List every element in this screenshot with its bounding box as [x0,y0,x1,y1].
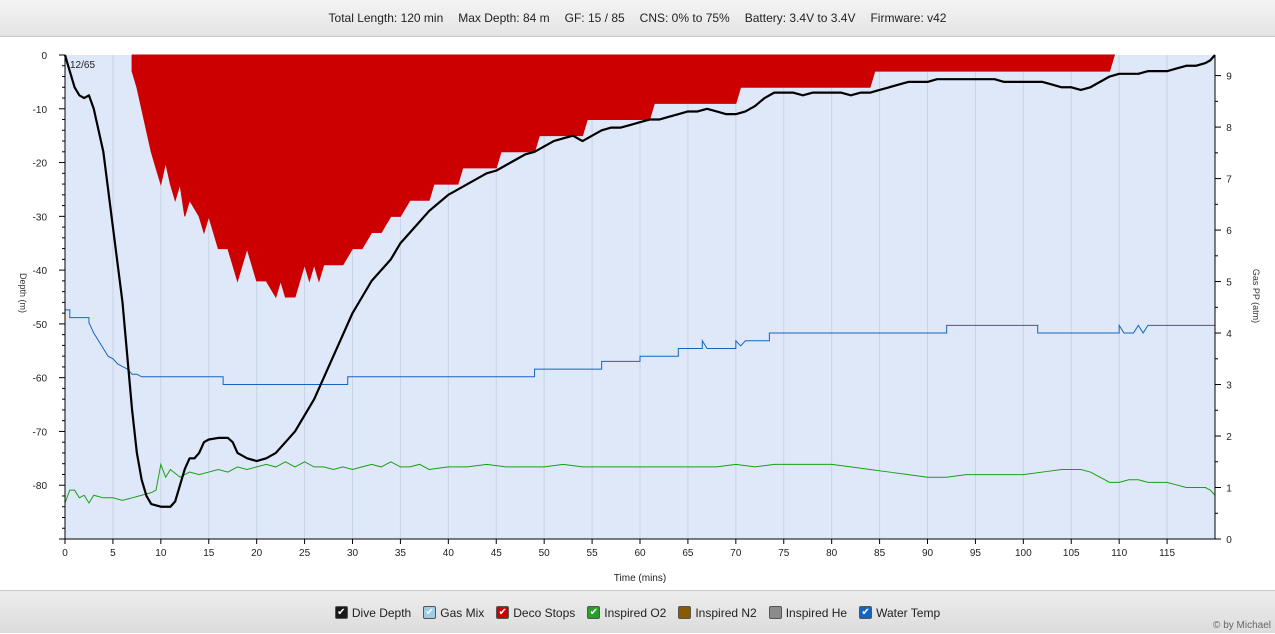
legend-item-gas-mix[interactable]: ✔ Gas Mix [423,606,484,620]
legend-item-dive-depth[interactable]: ✔ Dive Depth [334,605,412,620]
deco-stops-area [131,54,1116,299]
gas-mix-label: 12/65 [70,60,95,71]
x-tick-label: 115 [1159,548,1175,559]
legend: ✔ Dive Depth ✔ Gas Mix ✔ Deco Stops ✔ Inspired … [0,591,1275,634]
y2-tick-label: 7 [1226,175,1232,186]
y-tick-label: -50 [33,320,48,331]
cns-range: CNS: 0% to 75% [639,11,730,25]
y-tick-label: -70 [33,427,48,438]
dive-depth-line [63,54,1216,508]
y2-tick-label: 4 [1226,329,1232,340]
y-tick-label: 0 [41,51,47,62]
checkbox-icon[interactable] [768,606,782,619]
legend-item-inspired-o2[interactable]: ✔ Inspired O2 [587,606,666,620]
x-tick-label: 50 [539,548,551,559]
x-tick-label: 25 [299,548,311,559]
legend-label: Deco Stops [513,605,576,620]
max-depth: Max Depth: 84 m [458,11,550,25]
y-tick-label: -40 [33,266,48,277]
y-tick-label: -60 [33,374,48,385]
legend-item-inspired-he[interactable]: Inspired He [768,605,848,620]
y-axis-label: Depth (m) [18,273,28,313]
y2-tick-label: 1 [1226,484,1232,495]
credit-text: © by Michael [1213,620,1271,631]
checkbox-icon[interactable]: ✔ [859,606,873,619]
deco-stops-polygon [131,54,1116,299]
x-tick-label: 90 [922,548,934,559]
y-tick-label: -10 [33,105,48,116]
x-tick-label: 40 [443,548,455,559]
total-length: Total Length: 120 min [328,11,444,25]
legend-item-deco-stops[interactable]: ✔ Deco Stops [496,606,575,620]
x-tick-label: 45 [491,548,503,559]
x-axis-label: Time (mins) [614,573,666,584]
legend-item-inspired-n2[interactable]: Inspired N2 [678,605,757,620]
x-tick-label: 85 [874,548,886,559]
checkbox-icon[interactable]: ✔ [334,606,348,619]
y2-tick-label: 9 [1226,72,1232,83]
x-tick-label: 95 [970,548,982,559]
legend-label: Inspired N2 [695,605,757,620]
y2-tick-label: 0 [1226,535,1232,546]
x-tick-label: 105 [1063,548,1080,559]
y-tick-label: -30 [33,212,48,223]
dive-profile-chart: 0 5 10 15 20 25 30 35 40 45 50 55 60 65 70 75 80 85 90 95 10… [18,51,1261,584]
x-tick-label: 55 [587,548,599,559]
x-tick-label: 70 [730,548,742,559]
x-tick-label: 30 [347,548,359,559]
y-tick-label: -20 [33,159,48,170]
x-tick-label: 35 [395,548,407,559]
inspired-o2-polyline [64,461,1216,504]
water-temp-polyline [65,309,1215,386]
x-tick-label: 5 [110,548,116,559]
legend-label: Gas Mix [440,605,485,620]
dive-summary-bar: Total Length: 120 min Max Depth: 84 m GF… [0,0,1275,37]
x-tick-label: 65 [682,548,694,559]
y2-tick-label: 8 [1226,123,1232,134]
x-tick-label: 110 [1111,548,1127,559]
legend-label: Inspired O2 [604,605,667,620]
legend-label: Inspired He [785,605,848,620]
water-temp-line [65,309,1215,386]
x-tick-label: 100 [1015,548,1032,559]
checkbox-icon[interactable]: ✔ [423,606,437,619]
gradient-factors: GF: 15 / 85 [564,11,625,25]
checkbox-icon[interactable]: ✔ [587,606,601,619]
legend-label: Dive Depth [351,605,412,620]
checkbox-icon[interactable] [678,606,692,619]
x-tick-label: 60 [634,548,646,559]
x-tick-label: 10 [155,548,167,559]
x-tick-label: 15 [203,548,215,559]
x-tick-label: 80 [826,548,838,559]
y2-tick-label: 6 [1226,226,1232,237]
legend-bar: ✔ Dive Depth ✔ Gas Mix ✔ Deco Stops ✔ Inspired … [0,590,1275,633]
y2-tick-label: 5 [1226,278,1232,289]
x-tick-label: 75 [778,548,790,559]
battery-range: Battery: 3.4V to 3.4V [744,11,856,25]
y2-tick-label: 3 [1226,381,1232,392]
axes: 0 5 10 15 20 25 30 35 40 45 50 55 60 65 70 75 80 85 90 95 10… [33,51,1233,559]
checkbox-icon[interactable]: ✔ [496,606,510,619]
dive-depth-polyline [63,54,1216,508]
legend-label: Water Temp [876,605,941,620]
x-tick-label: 20 [251,548,263,559]
firmware-version: Firmware: v42 [870,11,947,25]
y2-axis-label: Gas PP (atm) [1251,269,1261,323]
x-tick-label: 0 [62,548,68,559]
y2-tick-label: 2 [1226,432,1232,443]
y-tick-label: -80 [33,481,48,492]
inspired-o2-line [64,461,1216,504]
legend-item-water-temp[interactable]: ✔ Water Temp [859,606,940,620]
